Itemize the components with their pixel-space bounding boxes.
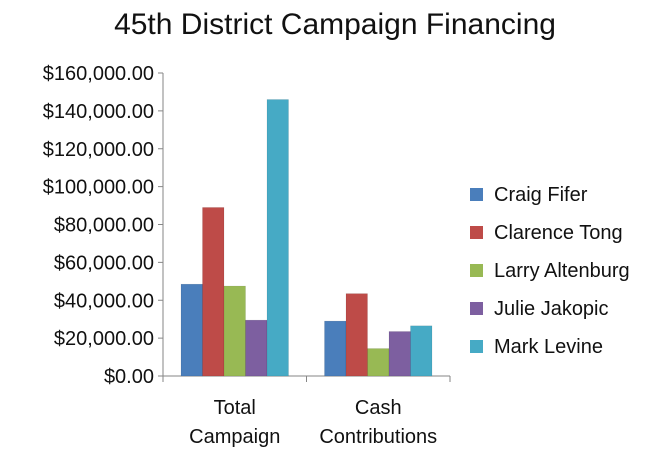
bar — [202, 207, 225, 377]
bar — [367, 348, 390, 377]
y-tick-label: $20,000.00 — [54, 328, 154, 350]
y-tick-label: $0.00 — [104, 366, 154, 388]
bar — [324, 320, 347, 377]
x-tick-label: Cash — [355, 397, 402, 419]
legend-label: Clarence Tong — [494, 222, 623, 244]
y-tick-label: $160,000.00 — [43, 63, 154, 85]
y-tick-label: $40,000.00 — [54, 290, 154, 312]
bar — [223, 285, 246, 377]
bar — [410, 325, 433, 377]
legend-swatch — [470, 264, 483, 277]
y-tick-label: $60,000.00 — [54, 252, 154, 274]
legend-swatch — [470, 188, 483, 201]
bar — [345, 293, 368, 377]
bar — [266, 99, 289, 377]
x-tick-label: Campaign — [189, 426, 280, 448]
legend-label: Larry Altenburg — [494, 260, 630, 282]
legend-swatch — [470, 226, 483, 239]
bar — [388, 331, 411, 377]
x-tick-label: Total — [214, 397, 256, 419]
legend-label: Julie Jakopic — [494, 298, 609, 320]
bar — [245, 319, 268, 377]
bar — [180, 283, 203, 377]
y-tick-label: $80,000.00 — [54, 215, 154, 237]
legend-label: Mark Levine — [494, 336, 603, 358]
legend-label: Craig Fifer — [494, 184, 588, 206]
x-tick-label: Contributions — [319, 426, 437, 448]
y-tick-label: $100,000.00 — [43, 177, 154, 199]
y-tick-label: $120,000.00 — [43, 139, 154, 161]
y-tick-label: $140,000.00 — [43, 101, 154, 123]
legend-swatch — [470, 302, 483, 315]
chart-title: 45th District Campaign Financing — [114, 8, 556, 41]
legend-swatch — [470, 340, 483, 353]
